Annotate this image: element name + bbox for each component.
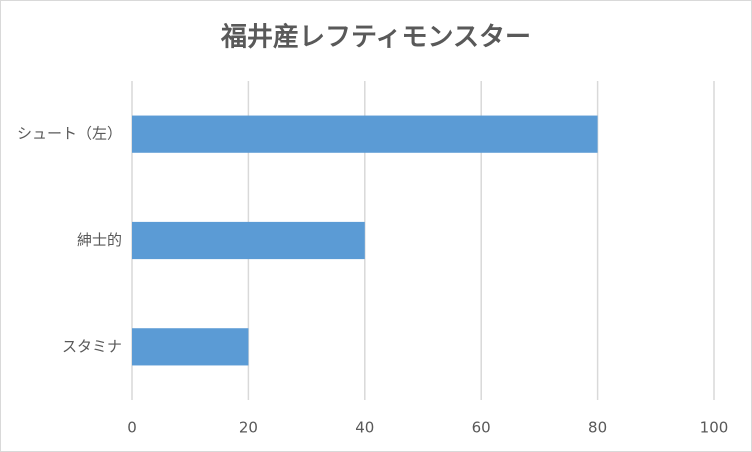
x-tick-label: 60: [472, 419, 491, 437]
x-tick-label: 80: [588, 419, 607, 437]
x-tick-label: 0: [127, 419, 137, 437]
x-tick-label: 40: [355, 419, 374, 437]
y-tick-label: シュート（左）: [17, 125, 122, 143]
x-tick-label: 100: [700, 419, 729, 437]
chart-title: 福井産レフティモンスター: [220, 22, 531, 53]
bar: [132, 221, 365, 260]
bar: [132, 328, 249, 366]
x-tick-label: 20: [239, 419, 258, 437]
bar: [132, 115, 598, 153]
y-tick-label: 紳士的: [77, 231, 122, 249]
y-tick-label: スタミナ: [62, 337, 122, 355]
